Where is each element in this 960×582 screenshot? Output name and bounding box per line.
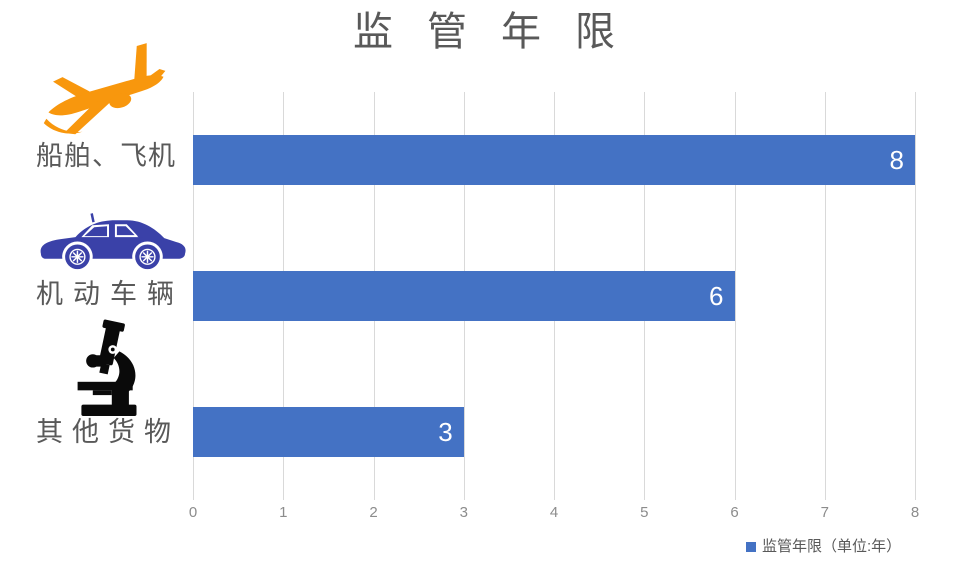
airplane-icon	[34, 43, 186, 136]
gridline	[915, 92, 916, 500]
chart-title: 监管年限	[353, 10, 649, 54]
x-axis-tick-label: 5	[640, 504, 649, 521]
plot-area: 0 1 2 3 4 5 6 7 8 8 6 3	[189, 92, 919, 521]
x-axis-tick-label: 8	[910, 504, 920, 521]
x-axis-tick-label: 2	[369, 504, 378, 521]
bar-value-label: 6	[709, 281, 724, 311]
car-icon	[36, 212, 186, 274]
bar-value-label: 8	[889, 145, 904, 175]
legend-swatch-icon	[746, 542, 756, 552]
x-axis-tick-label: 3	[459, 504, 468, 521]
x-axis-tick-label: 4	[549, 504, 559, 521]
legend: 监管年限（单位:年）	[746, 538, 901, 556]
bar-value-label: 3	[438, 417, 453, 447]
gridline	[824, 92, 826, 500]
x-axis-tick-label: 0	[188, 504, 198, 521]
category-label-motor-vehicles: 机动车辆	[36, 279, 184, 309]
gridline	[734, 92, 736, 500]
x-axis-tick-label: 1	[279, 504, 288, 521]
microscope-icon	[70, 319, 146, 417]
bar-0: 8	[193, 135, 915, 185]
x-axis-tick-label: 6	[730, 504, 739, 521]
bar-1: 6	[193, 271, 735, 321]
x-axis-tick-label: 7	[820, 504, 829, 521]
category-label-other-goods: 其他货物	[36, 417, 180, 447]
bar-2: 3	[193, 407, 464, 457]
legend-label: 监管年限（单位:年）	[762, 538, 902, 555]
category-label-ships-aircraft: 船舶、飞机	[36, 141, 176, 171]
